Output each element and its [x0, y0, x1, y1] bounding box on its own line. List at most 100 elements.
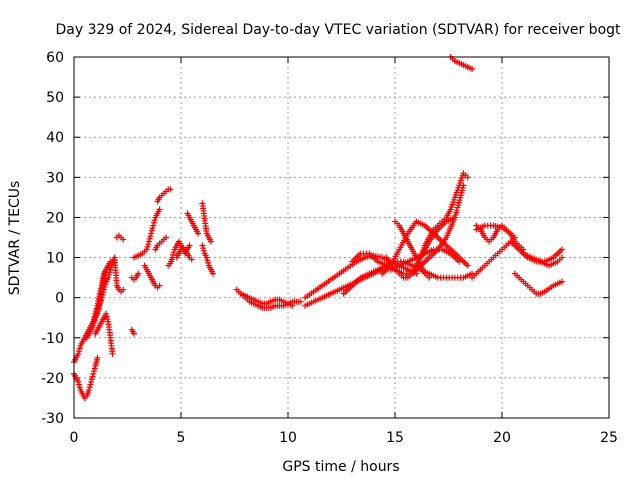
data-point: [156, 282, 163, 289]
data-point: [75, 350, 82, 357]
data-point: [149, 225, 156, 232]
data-point: [105, 271, 112, 278]
data-point: [188, 256, 195, 263]
data-point: [558, 254, 565, 261]
data-point: [90, 316, 97, 323]
data-point: [135, 270, 142, 277]
data-point: [107, 266, 114, 273]
data-point: [511, 234, 518, 241]
y-tick-label: 0: [55, 291, 64, 307]
data-point: [90, 318, 97, 325]
data-point: [426, 274, 433, 281]
data-point: [147, 233, 154, 240]
y-axis-label: SDTVAR / TECUs: [7, 181, 23, 296]
data-point: [106, 269, 113, 276]
data-point: [200, 245, 207, 252]
data-point: [210, 270, 217, 277]
x-tick-label: 15: [386, 430, 404, 446]
y-tick-label: 60: [46, 50, 64, 66]
data-point: [289, 302, 296, 309]
data-point: [145, 238, 152, 245]
data-point: [170, 249, 177, 256]
data-point: [86, 384, 93, 391]
chart-title: Day 329 of 2024, Sidereal Day-to-day VTE…: [55, 22, 621, 38]
data-point: [130, 330, 137, 337]
y-tick-label: -10: [41, 331, 64, 347]
data-point: [207, 238, 214, 245]
data-point: [104, 316, 111, 323]
x-tick-label: 25: [600, 430, 618, 446]
data-point: [94, 354, 101, 361]
data-point: [148, 230, 155, 237]
data-point: [148, 227, 155, 234]
data-point: [146, 235, 153, 242]
data-point: [88, 376, 95, 383]
data-point: [76, 384, 83, 391]
data-point: [151, 217, 158, 224]
y-tick-label: 40: [46, 130, 64, 146]
data-point: [97, 287, 104, 294]
y-tick-label: 20: [46, 210, 64, 226]
data-point: [103, 313, 110, 320]
y-tick-label: 10: [46, 251, 64, 267]
data-point: [469, 66, 476, 73]
data-point: [96, 290, 103, 297]
data-point: [195, 230, 202, 237]
data-point: [75, 378, 82, 385]
data-point: [199, 242, 206, 249]
x-tick-label: 20: [493, 430, 511, 446]
grid: [74, 57, 609, 418]
data-point: [75, 381, 82, 388]
data-point: [90, 368, 97, 375]
data-point: [90, 370, 97, 377]
x-tick-label: 5: [177, 430, 186, 446]
data-point: [204, 257, 211, 264]
data-point: [297, 298, 304, 305]
data-point: [85, 386, 92, 393]
data-point: [464, 174, 471, 181]
x-tick-label: 10: [279, 430, 297, 446]
data-point: [143, 246, 150, 253]
y-tick-label: 50: [46, 90, 64, 106]
data-point: [93, 305, 100, 312]
data-point: [558, 278, 565, 285]
plot-frame: [73, 56, 610, 419]
data-point: [150, 219, 157, 226]
y-tick-label: -20: [41, 371, 64, 387]
axis-ticks: 0 5 10 15 20 25 -30 -20 -10 0 10 20 30 40 50 60: [41, 50, 618, 446]
x-tick-label: 0: [70, 430, 79, 446]
data-point: [558, 246, 565, 253]
data-point: [120, 286, 127, 293]
data-point: [91, 313, 98, 320]
x-axis-label: GPS time / hours: [282, 459, 399, 475]
data-point: [163, 234, 170, 241]
data-point: [464, 262, 471, 269]
data-point: [145, 241, 152, 248]
data-point: [451, 214, 458, 221]
data-point: [203, 254, 210, 261]
data-point: [170, 251, 177, 258]
data-point: [200, 247, 207, 254]
data-point: [75, 348, 82, 355]
data-point: [144, 243, 151, 250]
data-point: [92, 310, 99, 317]
data-point: [89, 373, 96, 380]
data-point: [109, 350, 116, 357]
data-point: [88, 378, 95, 385]
data-point: [87, 381, 94, 388]
data-point: [91, 365, 98, 372]
data-point: [93, 308, 100, 315]
data-point: [76, 345, 83, 352]
data-point: [103, 310, 110, 317]
data-points: [71, 54, 565, 401]
data-point: [108, 263, 115, 270]
data-point: [150, 222, 157, 229]
data-point: [108, 261, 115, 268]
y-tick-label: 30: [46, 170, 64, 186]
data-point: [156, 206, 163, 213]
data-point: [98, 285, 105, 292]
data-point: [186, 242, 193, 249]
data-point: [167, 186, 174, 193]
data-point: [105, 274, 112, 281]
